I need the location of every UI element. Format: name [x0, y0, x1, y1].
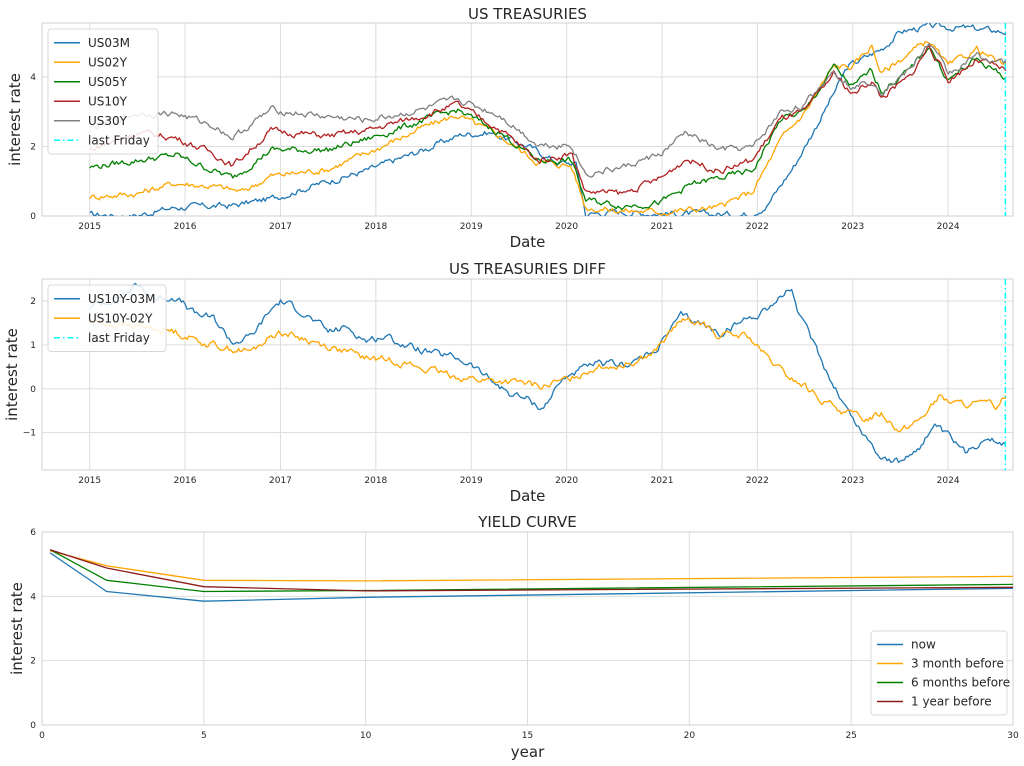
x-tick-label: 2016: [174, 476, 197, 486]
series-line-us10y-03m: [89, 282, 1007, 464]
x-tick-label: 2016: [174, 222, 197, 232]
legend-box: [870, 630, 1008, 716]
x-tick-label: 5: [201, 731, 207, 741]
x-tick-label: 30: [1007, 731, 1019, 741]
legend: now 3 month before 6 months before 1 year b…: [870, 630, 1010, 716]
legend-entry: 1 year before: [911, 695, 992, 709]
series-line-us30y: [89, 42, 1007, 178]
x-axis-label: Date: [510, 487, 546, 505]
y-tick-label: 0: [30, 212, 36, 222]
x-tick-label: 2022: [746, 476, 769, 486]
y-axis-label: interest rate: [6, 73, 24, 166]
x-tick-label: 20: [684, 731, 696, 741]
y-tick-label: 4: [30, 592, 36, 602]
legend-entry: US30Y: [88, 114, 128, 128]
x-tick-label: 25: [845, 731, 856, 741]
y-axis-label: interest rate: [3, 328, 21, 421]
y-axis-label: interest rate: [8, 582, 26, 675]
series-line-us10y: [89, 45, 1007, 195]
x-tick-label: 2017: [269, 222, 292, 232]
x-tick-label: 2018: [364, 222, 387, 232]
legend-entry: last Friday: [88, 133, 150, 147]
subplot-3: 0 5 10 15 20 25 30 0 2 4 6 YIELD CURVE year interest …: [8, 513, 1019, 761]
x-tick-label: 10: [360, 731, 372, 741]
y-tick-label: 6: [30, 528, 36, 538]
x-tick-label: 2017: [269, 476, 292, 486]
subplot-1: 2015 2016 2017 2018 2019 2020 2021 2022 2023 2024…: [6, 5, 1014, 251]
y-tick-label: 2: [30, 142, 36, 152]
legend-box: [47, 28, 159, 155]
x-tick-label: 2021: [651, 222, 674, 232]
legend-entry: 6 months before: [911, 676, 1010, 690]
y-tick-label: 0: [30, 721, 36, 731]
plot-frame: [41, 22, 1014, 217]
legend-entry: now: [911, 638, 936, 652]
legend: US10Y-03M US10Y-02Y last Friday: [47, 284, 167, 352]
series-line-1-year-before: [49, 549, 1013, 592]
chart-title: US TREASURIES DIFF: [449, 260, 606, 278]
x-tick-label: 2020: [555, 476, 578, 486]
y-tick-label: 1: [30, 341, 36, 351]
x-tick-label: 2020: [555, 222, 578, 232]
y-tick-label: 0: [30, 385, 36, 395]
series-line-us05y: [89, 47, 1007, 211]
legend: US03M US02Y US05Y US10Y US30Y last Friday: [47, 28, 159, 155]
x-tick-label: 2023: [841, 222, 864, 232]
series-line-3-month-before: [49, 550, 1013, 582]
legend-entry: US10Y-03M: [88, 292, 156, 306]
legend-entry: US05Y: [88, 75, 128, 89]
x-tick-label: 2015: [78, 222, 101, 232]
plot-frame: [41, 278, 1014, 471]
series-line-6-months-before: [49, 549, 1013, 593]
y-tick-label: 4: [30, 73, 36, 83]
x-tick-label: 2024: [937, 476, 960, 486]
x-tick-label: 2019: [460, 222, 483, 232]
x-tick-label: 2023: [841, 476, 864, 486]
y-tick-label: −1: [23, 429, 36, 439]
x-tick-label: 2022: [746, 222, 769, 232]
subplot-2: 2015 2016 2017 2018 2019 2020 2021 2022 2023 2024…: [3, 260, 1014, 505]
legend-entry: US02Y: [88, 55, 128, 69]
plot-area: [89, 279, 1007, 470]
chart-title: US TREASURIES: [468, 5, 587, 23]
y-tick-label: 2: [30, 297, 36, 307]
x-tick-label: 2019: [460, 476, 483, 486]
chart-title: YIELD CURVE: [477, 513, 577, 531]
legend-box: [47, 284, 167, 352]
x-tick-label: 2018: [364, 476, 387, 486]
plot-area: [89, 23, 1007, 216]
series-line-us10y-02y: [89, 317, 1007, 433]
x-tick-label: 0: [39, 731, 45, 741]
x-axis-label: Date: [510, 233, 546, 251]
x-tick-label: 2015: [78, 476, 101, 486]
x-axis-label: year: [511, 743, 545, 761]
series-line-now: [49, 552, 1013, 602]
x-tick-label: 15: [522, 731, 533, 741]
plot-area: [49, 549, 1013, 602]
x-tick-label: 2021: [651, 476, 674, 486]
x-tick-label: 2024: [937, 222, 960, 232]
legend-entry: last Friday: [88, 331, 150, 345]
legend-entry: US10Y: [88, 94, 128, 108]
y-tick-label: 2: [30, 657, 36, 667]
legend-entry: 3 month before: [911, 657, 1004, 671]
legend-entry: US10Y-02Y: [88, 311, 153, 325]
legend-entry: US03M: [88, 36, 130, 50]
series-line-us02y: [89, 40, 1007, 216]
plot-frame: [41, 531, 1014, 726]
